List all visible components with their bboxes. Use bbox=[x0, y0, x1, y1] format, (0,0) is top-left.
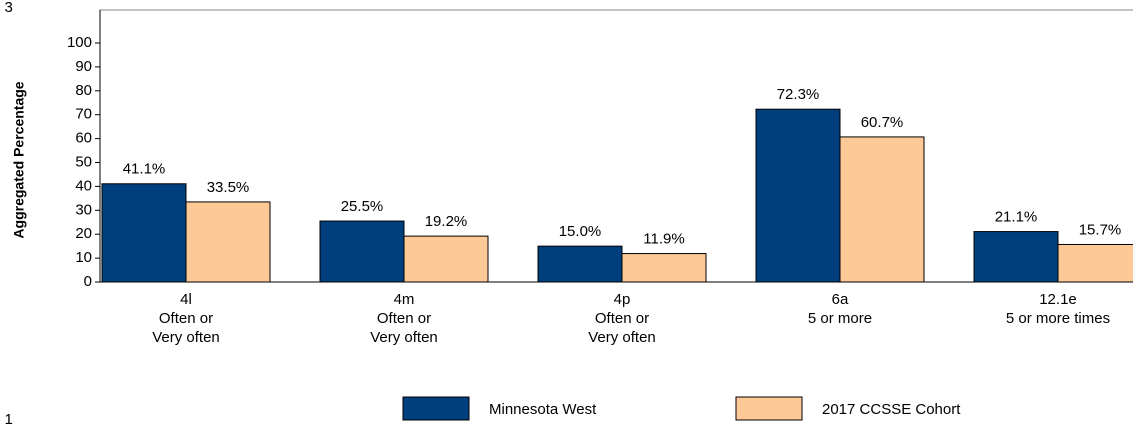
value-label: 15.0% bbox=[559, 223, 602, 240]
bar bbox=[973, 231, 1059, 283]
x-tick-label: Very often bbox=[152, 329, 220, 346]
value-label: 11.9% bbox=[643, 231, 684, 248]
x-tick-label: 4l bbox=[180, 291, 192, 308]
y-tick-label: 20 bbox=[75, 225, 92, 242]
annotation: e 3 bbox=[0, 0, 13, 16]
bar bbox=[403, 235, 489, 283]
value-label: 19.2% bbox=[425, 213, 468, 230]
y-tick-label: 60 bbox=[75, 130, 92, 147]
bar bbox=[537, 245, 623, 283]
value-label: 60.7% bbox=[861, 114, 904, 131]
bar bbox=[621, 253, 707, 283]
value-label: 33.5% bbox=[207, 179, 250, 196]
y-tick-label: 100 bbox=[67, 34, 92, 51]
bar bbox=[185, 201, 271, 283]
x-tick-label: 6a bbox=[832, 291, 849, 308]
x-tick-label: Often or bbox=[377, 310, 431, 327]
value-label: 21.1% bbox=[995, 209, 1038, 226]
legend-label: Minnesota West bbox=[489, 401, 597, 418]
x-tick-label: Often or bbox=[595, 310, 649, 327]
value-label: 25.5% bbox=[341, 198, 384, 215]
x-tick-label: 4p bbox=[614, 291, 631, 308]
y-tick-label: 40 bbox=[75, 177, 92, 194]
value-label: 72.3% bbox=[777, 86, 820, 103]
y-tick-label: 90 bbox=[75, 58, 92, 75]
y-tick-label: 0 bbox=[84, 273, 92, 290]
x-tick-label: 12.1e bbox=[1039, 291, 1077, 308]
x-tick-label: Very often bbox=[588, 329, 656, 346]
bar bbox=[839, 136, 925, 283]
y-tick-label: 80 bbox=[75, 82, 92, 99]
legend-swatch bbox=[735, 396, 803, 421]
x-tick-label: Very often bbox=[370, 329, 438, 346]
y-tick-label: 30 bbox=[75, 201, 92, 218]
x-tick-label: Often or bbox=[159, 310, 213, 327]
bar bbox=[101, 183, 187, 283]
x-tick-label: 5 or more times bbox=[1006, 310, 1110, 327]
y-tick-label: 50 bbox=[75, 153, 92, 170]
bar bbox=[1057, 243, 1133, 283]
annotation: e 1 bbox=[0, 411, 13, 426]
y-tick-label: 10 bbox=[75, 249, 92, 266]
x-tick-label: 4m bbox=[394, 291, 415, 308]
y-tick-label: 70 bbox=[75, 106, 92, 123]
bar bbox=[755, 108, 841, 283]
legend-swatch bbox=[402, 396, 470, 421]
y-axis-label: Aggregated Percentage bbox=[11, 81, 27, 238]
value-label: 15.7% bbox=[1079, 221, 1122, 238]
bar bbox=[319, 220, 405, 283]
value-label: 41.1% bbox=[123, 161, 166, 178]
x-tick-label: 5 or more bbox=[808, 310, 872, 327]
legend-label: 2017 CCSSE Cohort bbox=[822, 401, 961, 418]
